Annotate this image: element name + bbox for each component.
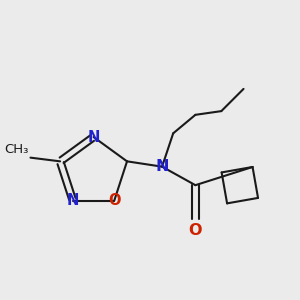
Text: N: N	[67, 193, 79, 208]
Text: N: N	[155, 159, 169, 174]
Text: O: O	[189, 223, 202, 238]
Text: CH₃: CH₃	[4, 143, 28, 156]
Text: O: O	[108, 193, 121, 208]
Text: N: N	[87, 130, 100, 145]
